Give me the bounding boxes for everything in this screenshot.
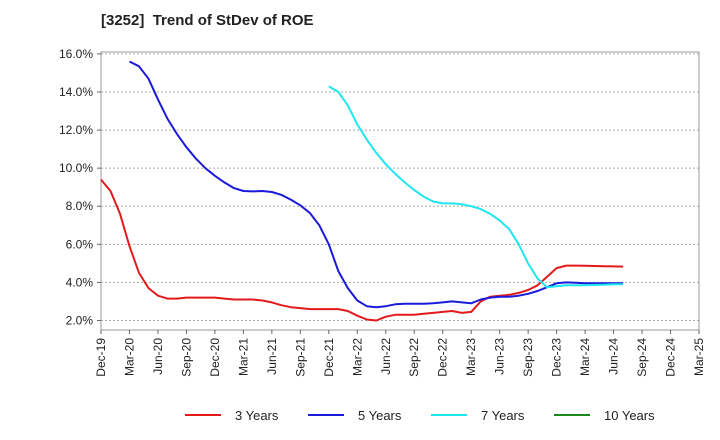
series-lines: [100, 60, 624, 322]
legend-swatch: [308, 414, 344, 416]
x-tick-label: Dec-24: [664, 338, 678, 377]
legend-label: 10 Years: [604, 407, 655, 423]
legend-item: 5 Years: [308, 406, 401, 424]
x-tick-label: Sep-23: [521, 338, 535, 377]
x-tick-label: Dec-21: [322, 338, 336, 377]
chart-title: [3252] Trend of StDev of ROE: [101, 12, 314, 29]
legend-swatch: [431, 414, 467, 416]
y-tick-label: 8.0%: [66, 199, 94, 213]
x-tick-label: Mar-25: [692, 338, 706, 376]
series-line-5-years: [129, 60, 624, 309]
legend-swatch: [185, 414, 221, 416]
x-tick-label: Jun-20: [151, 338, 165, 375]
legend-item: 7 Years: [431, 406, 524, 424]
y-tick-label: 4.0%: [66, 275, 94, 289]
x-tick-label: Mar-21: [236, 338, 250, 376]
x-tick-label: Sep-21: [293, 338, 307, 377]
x-tick-label: Mar-20: [122, 338, 136, 376]
x-tick-label: Dec-22: [436, 338, 450, 377]
x-tick-label: Mar-24: [578, 338, 592, 376]
x-axis: Dec-19 Mar-20 Jun-20 Sep-20 Dec-20 Mar-21 Jun-…: [94, 330, 706, 377]
x-tick-label: Jun-22: [379, 338, 393, 375]
y-tick-label: 14.0%: [59, 85, 93, 99]
x-tick-label: Jun-24: [607, 338, 621, 375]
legend-label: 7 Years: [481, 407, 525, 423]
y-tick-label: 6.0%: [66, 237, 94, 251]
y-tick-label: 2.0%: [66, 313, 94, 327]
legend-swatch: [554, 414, 590, 416]
x-tick-label: Dec-23: [550, 338, 564, 377]
y-tick-label: 16.0%: [59, 47, 93, 61]
x-tick-label: Dec-20: [208, 338, 222, 377]
x-tick-label: Mar-22: [350, 338, 364, 376]
legend-label: 3 Years: [235, 407, 279, 423]
x-tick-label: Sep-24: [635, 338, 649, 377]
legend-label: 5 Years: [358, 407, 402, 423]
x-tick-label: Mar-23: [464, 338, 478, 376]
y-axis: 2.0% 4.0% 6.0% 8.0% 10.0% 12.0% 14.0% 16.0%: [59, 47, 101, 327]
legend-item: 3 Years: [185, 406, 278, 424]
series-line-7-years: [328, 85, 624, 289]
legend-item: 10 Years: [554, 406, 655, 424]
x-tick-label: Dec-19: [94, 338, 108, 377]
y-tick-label: 12.0%: [59, 123, 93, 137]
x-tick-label: Sep-22: [407, 338, 421, 377]
x-tick-label: Jun-23: [493, 338, 507, 375]
plot-area-border: [100, 51, 700, 331]
x-tick-label: Sep-20: [179, 338, 193, 377]
y-tick-label: 10.0%: [59, 161, 93, 175]
x-tick-label: Jun-21: [265, 338, 279, 375]
series-line-3-years: [100, 178, 624, 322]
grid-layer: [101, 53, 699, 321]
